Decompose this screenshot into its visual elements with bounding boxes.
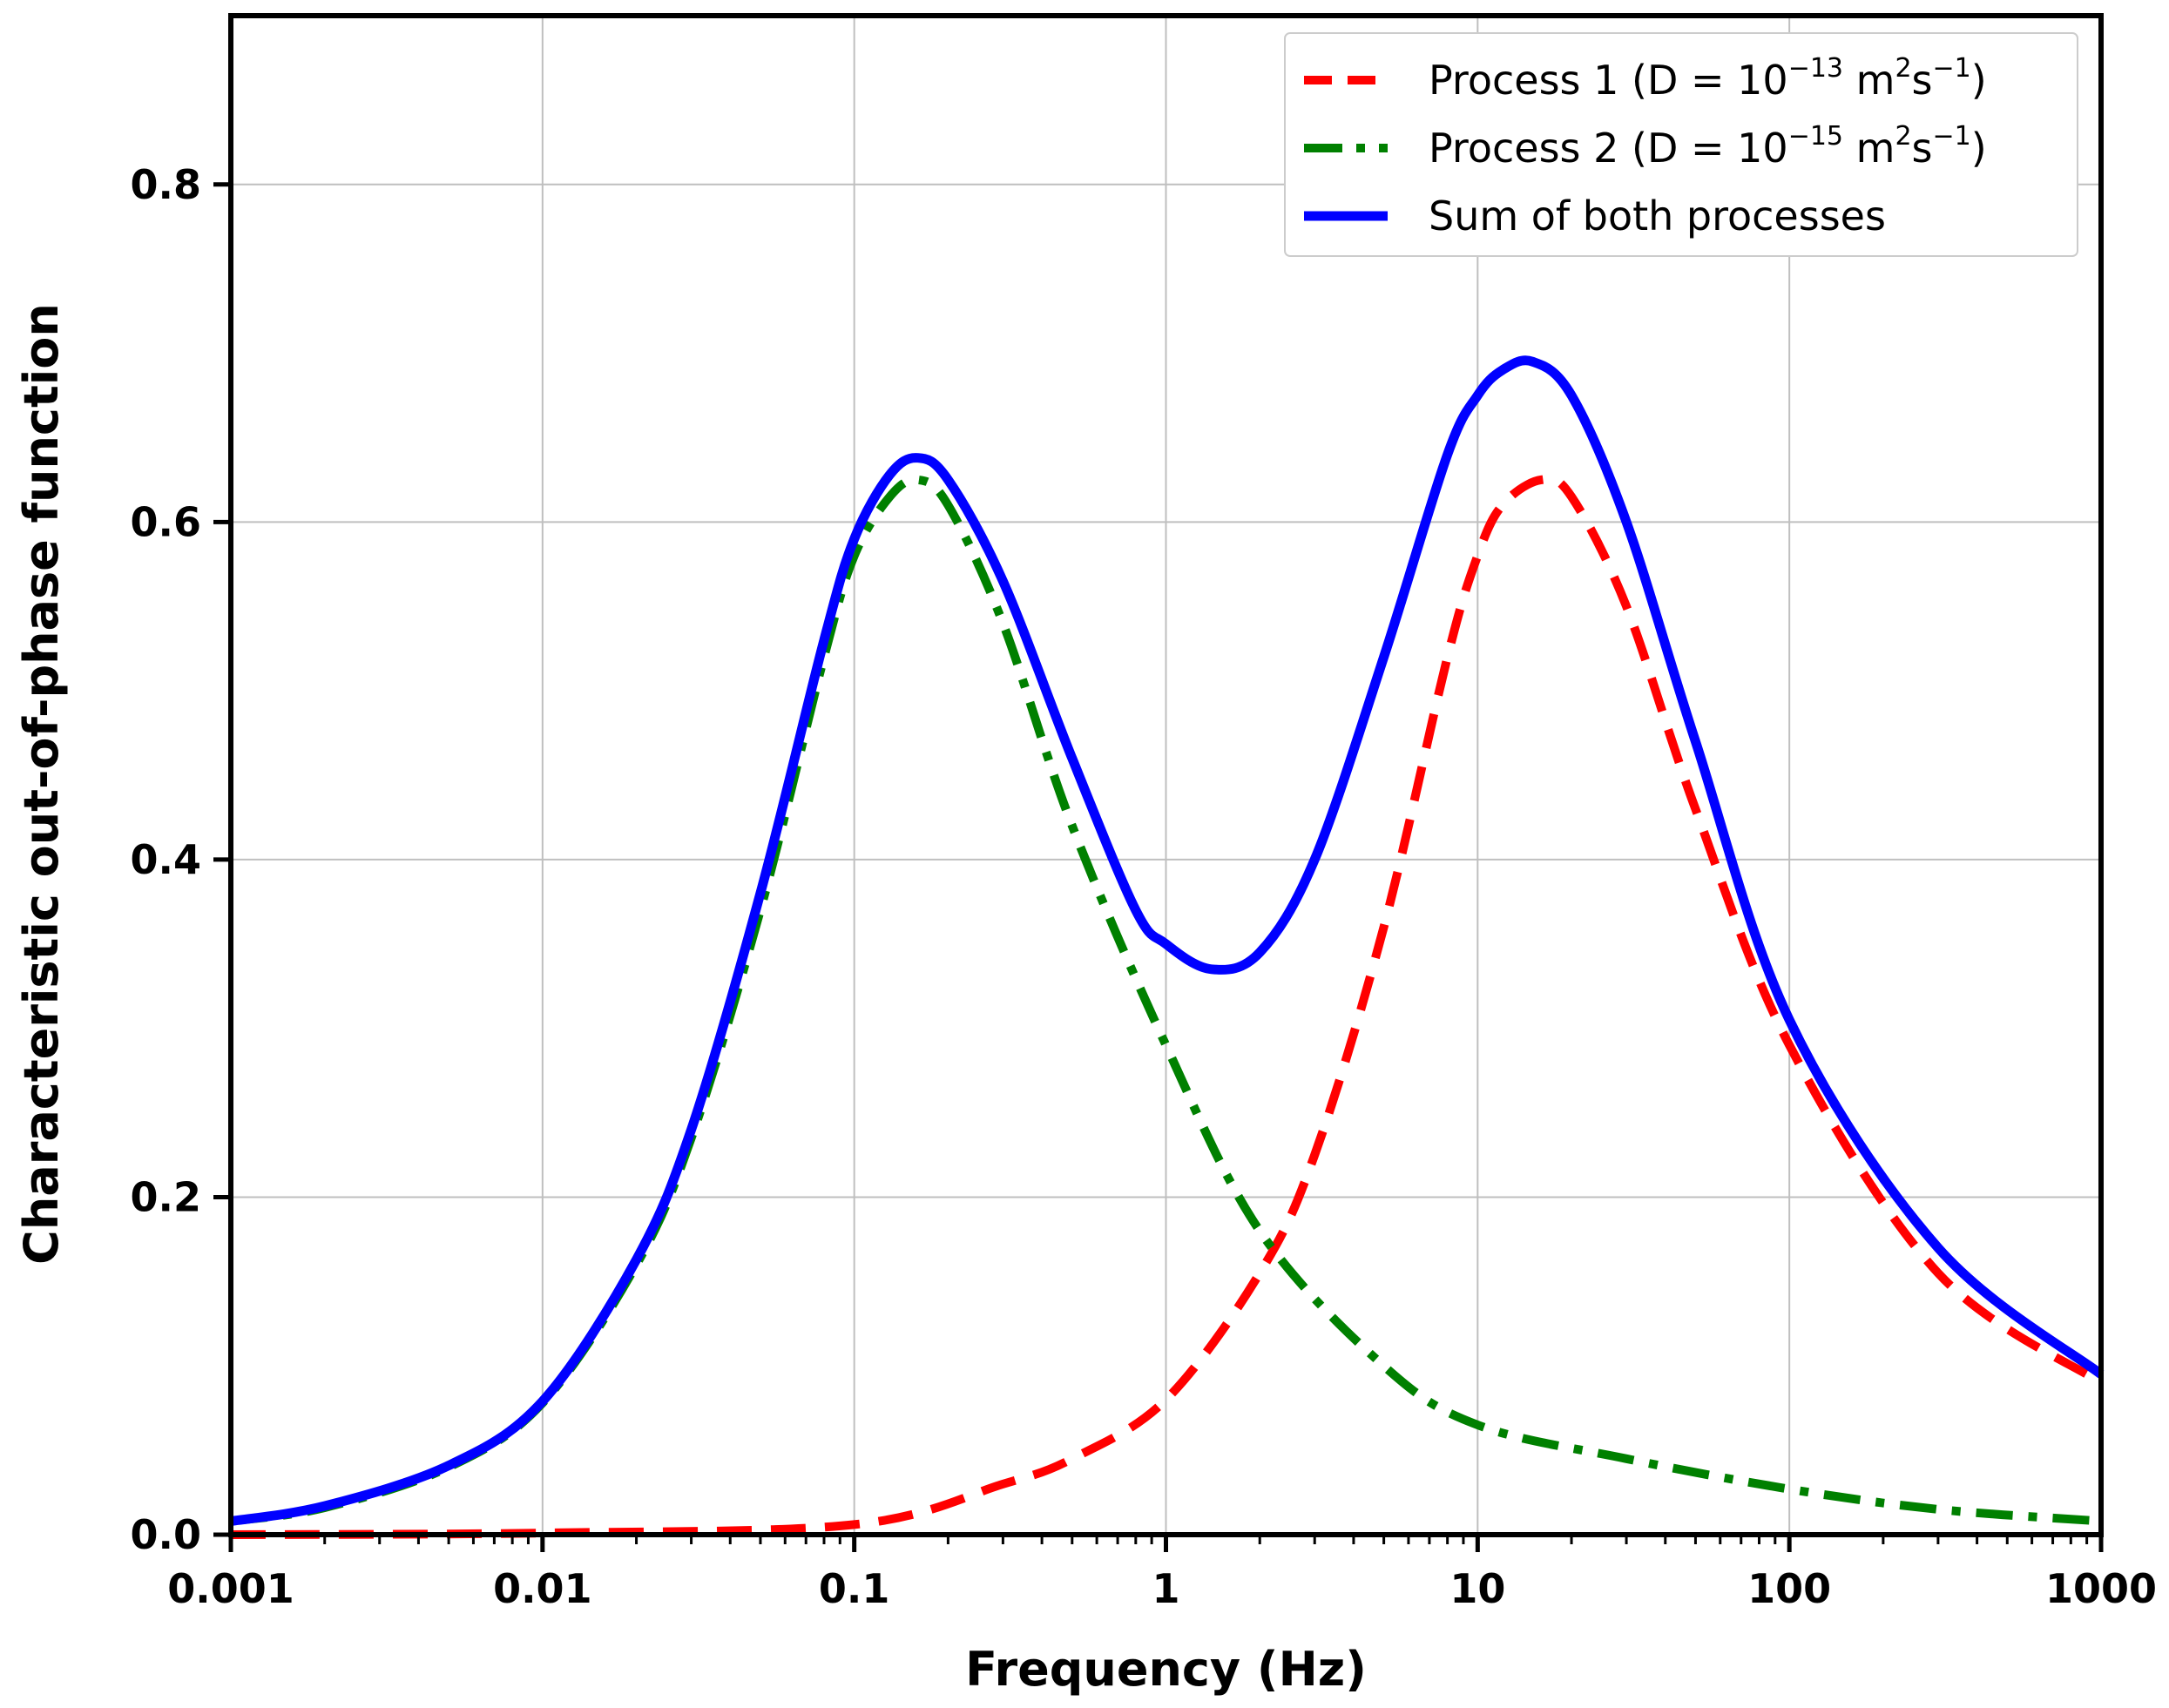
legend-process-1-unit-s: s: [1912, 57, 1933, 104]
series-line-sum: [230, 355, 2105, 1526]
data-lines: [230, 355, 2105, 1539]
legend-process-2-unit-s: s: [1912, 125, 1933, 172]
legend-process-2-unit-s-exp: −1: [1933, 121, 1971, 152]
legend-process-2-suffix: ): [1971, 125, 1987, 172]
legend-box: [1284, 32, 2078, 257]
y-axis-label: Characteristic out-of-phase function: [14, 303, 69, 1265]
x-tick-label: 1: [1152, 1565, 1179, 1612]
legend-process-1-suffix: ): [1971, 57, 1987, 104]
legend-process-2-unit-m-exp: 2: [1895, 121, 1911, 152]
legend-entry-process-1: Process 1 (D = 10−13 m2s−1): [1429, 53, 1987, 104]
y-tick-label: 0.0: [131, 1511, 202, 1558]
axis-ticks: [213, 182, 2104, 1552]
x-tick-label: 100: [1747, 1565, 1831, 1612]
legend-process-2-prefix: Process 2 (D = 10: [1429, 125, 1788, 172]
legend-entry-process-2: Process 2 (D = 10−15 m2s−1): [1429, 121, 1987, 172]
legend-process-1-prefix: Process 1 (D = 10: [1429, 57, 1788, 104]
legend-process-2-exponent: −15: [1788, 121, 1843, 152]
legend-process-1-exponent: −13: [1788, 53, 1843, 84]
legend-process-1-unit-m: m: [1843, 57, 1895, 104]
y-tick-label: 0.8: [131, 161, 202, 208]
x-tick-label: 0.001: [167, 1565, 294, 1612]
tick-labels: 0.001 0.01 0.1 1 10 100 1000 0.0 0.2 0.4 0.6 0.8: [131, 161, 2158, 1612]
legend-process-1-unit-s-exp: −1: [1933, 53, 1971, 84]
y-tick-label: 0.6: [131, 498, 202, 545]
x-tick-label: 10: [1449, 1565, 1505, 1612]
x-tick-label: 1000: [2045, 1565, 2157, 1612]
legend: Process 1 (D = 10−13 m2s−1) Process 2 (D…: [1284, 32, 2078, 257]
y-tick-label: 0.4: [131, 836, 202, 883]
series-line-process-1: [230, 474, 2104, 1539]
y-tick-label: 0.2: [131, 1173, 202, 1220]
legend-process-2-unit-m: m: [1843, 125, 1895, 172]
legend-process-1-unit-m-exp: 2: [1895, 53, 1911, 84]
x-tick-label: 0.01: [493, 1565, 592, 1612]
legend-entry-sum: Sum of both processes: [1429, 192, 1886, 240]
x-axis-label: Frequency (Hz): [965, 1642, 1367, 1697]
grid-lines: [231, 16, 2101, 1535]
x-tick-label: 0.1: [819, 1565, 890, 1612]
